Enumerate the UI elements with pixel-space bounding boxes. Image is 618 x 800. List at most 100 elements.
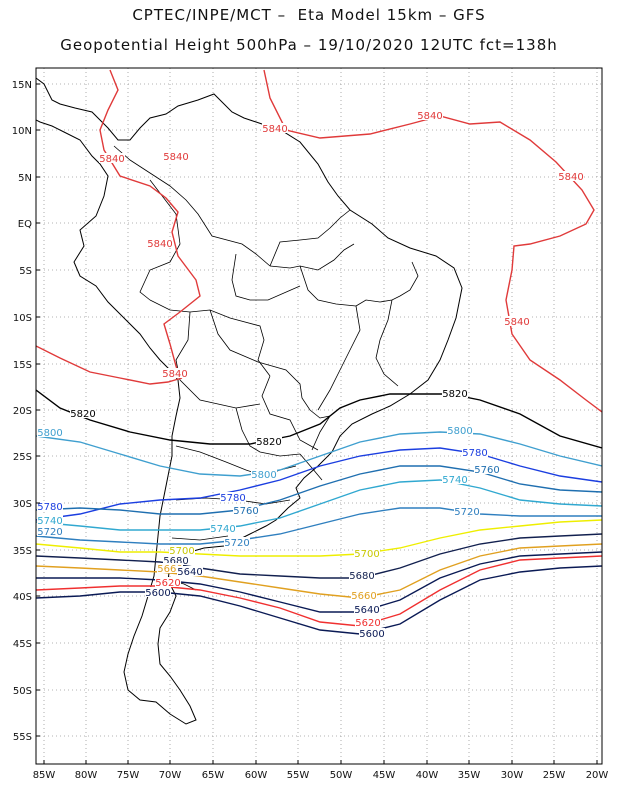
contour-label: 5840 (262, 124, 287, 135)
contour-label-bg (220, 492, 246, 502)
contour-label-bg (147, 238, 173, 248)
lon-tick-label: 20W (586, 770, 609, 781)
contour-label-bg (163, 151, 189, 161)
contour-label: 5660 (351, 591, 376, 602)
contour-label-bg (349, 570, 375, 580)
contour-5840 (99, 69, 201, 379)
contour-label: 5720 (224, 538, 249, 549)
lon-tick-label: 75W (117, 770, 140, 781)
contour-label: 5840 (147, 239, 172, 250)
contour-label: 5820 (442, 389, 467, 400)
lat-tick-label: 10S (13, 313, 32, 324)
contour-5660 (36, 543, 602, 599)
contour-label: 5700 (354, 549, 379, 560)
contour-label-bg (442, 474, 468, 484)
contour-label-bg (355, 617, 381, 627)
lon-tick-label: 25W (543, 770, 566, 781)
contour-label-bg (462, 447, 488, 457)
lat-tick-label: 35S (13, 546, 32, 557)
contour-label-bg (37, 526, 63, 536)
contour-label-bg (210, 523, 236, 533)
contour-label-bg (99, 153, 125, 163)
lat-tick-label: 10N (12, 126, 32, 137)
contour-label: 5820 (70, 409, 95, 420)
lon-tick-label: 70W (159, 770, 182, 781)
lat-tick-label: 5S (19, 266, 32, 277)
map-frame (35, 67, 603, 765)
contour-label-bg (454, 506, 480, 516)
lat-tick-label: 15S (13, 360, 32, 371)
contour-5600 (36, 565, 602, 635)
lon-tick-label: 65W (202, 770, 225, 781)
contour-label: 5800 (447, 426, 472, 437)
contour-label: 5840 (504, 317, 529, 328)
lon-tick-label: 45W (373, 770, 396, 781)
contour-label-bg (359, 628, 385, 638)
contour-5620 (36, 555, 602, 627)
contour-label: 5800 (251, 470, 276, 481)
contour-label: 5740 (442, 475, 467, 486)
contour-label-bg (145, 587, 171, 597)
contour-5840 (36, 345, 183, 385)
contour-label: 5680 (163, 556, 188, 567)
contour-label: 5840 (163, 152, 188, 163)
contour-label-bg (504, 316, 530, 326)
lon-tick-label: 30W (501, 770, 524, 781)
contour-5840 (263, 69, 602, 413)
contour-label: 5840 (558, 172, 583, 183)
contour-label: 5840 (99, 154, 124, 165)
contour-label-bg (474, 464, 500, 474)
contour-label-bg (70, 408, 96, 418)
contour-label: 5600 (145, 588, 170, 599)
contour-5740 (36, 479, 602, 531)
lat-tick-label: 45S (13, 639, 32, 650)
contour-label-bg (37, 501, 63, 511)
contour-5720 (36, 507, 602, 545)
map-title: CPTEC/INPE/MCT – Eta Model 15km – GFS (132, 6, 486, 24)
contour-label: 5700 (169, 546, 194, 557)
lat-tick-label: 25S (13, 452, 32, 463)
lat-lon-grid (36, 68, 602, 764)
contour-5820 (36, 389, 602, 449)
contour-label-bg (354, 604, 380, 614)
contour-label-bg (442, 388, 468, 398)
lat-tick-label: 15N (12, 80, 32, 91)
contour-label-bg (162, 368, 188, 378)
contour-label-bg (447, 425, 473, 435)
lat-tick-label: 30S (13, 499, 32, 510)
contour-label-bg (37, 427, 63, 437)
map-subtitle: Geopotential Height 500hPa – 19/10/2020 … (60, 36, 558, 54)
lon-tick-label: 60W (245, 770, 268, 781)
contour-label-bg (157, 563, 183, 573)
contour-label-bg (177, 566, 203, 576)
contour-label: 5760 (474, 465, 499, 476)
contour-5780 (36, 447, 602, 521)
contour-label: 5740 (210, 524, 235, 535)
contour-label: 5600 (359, 629, 384, 640)
lat-tick-label: 40S (13, 592, 32, 603)
contour-label: 5780 (462, 448, 487, 459)
contour-label: 5800 (37, 428, 62, 439)
contour-label-bg (558, 171, 584, 181)
lat-tick-label: 20S (13, 406, 32, 417)
lat-tick-label: 55S (13, 732, 32, 743)
lat-tick-label: 50S (13, 686, 32, 697)
contour-label-bg (163, 555, 189, 565)
lon-tick-label: 85W (33, 770, 56, 781)
contour-label-bg (224, 537, 250, 547)
contour-label: 5620 (355, 618, 380, 629)
contour-label-bg (155, 577, 181, 587)
contour-label: 5640 (354, 605, 379, 616)
lat-tick-label: EQ (18, 219, 32, 230)
contour-5800 (36, 431, 602, 477)
contour-label: 5620 (155, 578, 180, 589)
contour-label: 5720 (37, 527, 62, 538)
contour-5640 (36, 551, 602, 613)
contour-label: 5840 (162, 369, 187, 380)
contour-label: 5780 (220, 493, 245, 504)
contour-label: 5780 (37, 502, 62, 513)
contour-label-bg (251, 469, 277, 479)
contour-label: 5760 (233, 506, 258, 517)
contour-label: 5820 (256, 437, 281, 448)
